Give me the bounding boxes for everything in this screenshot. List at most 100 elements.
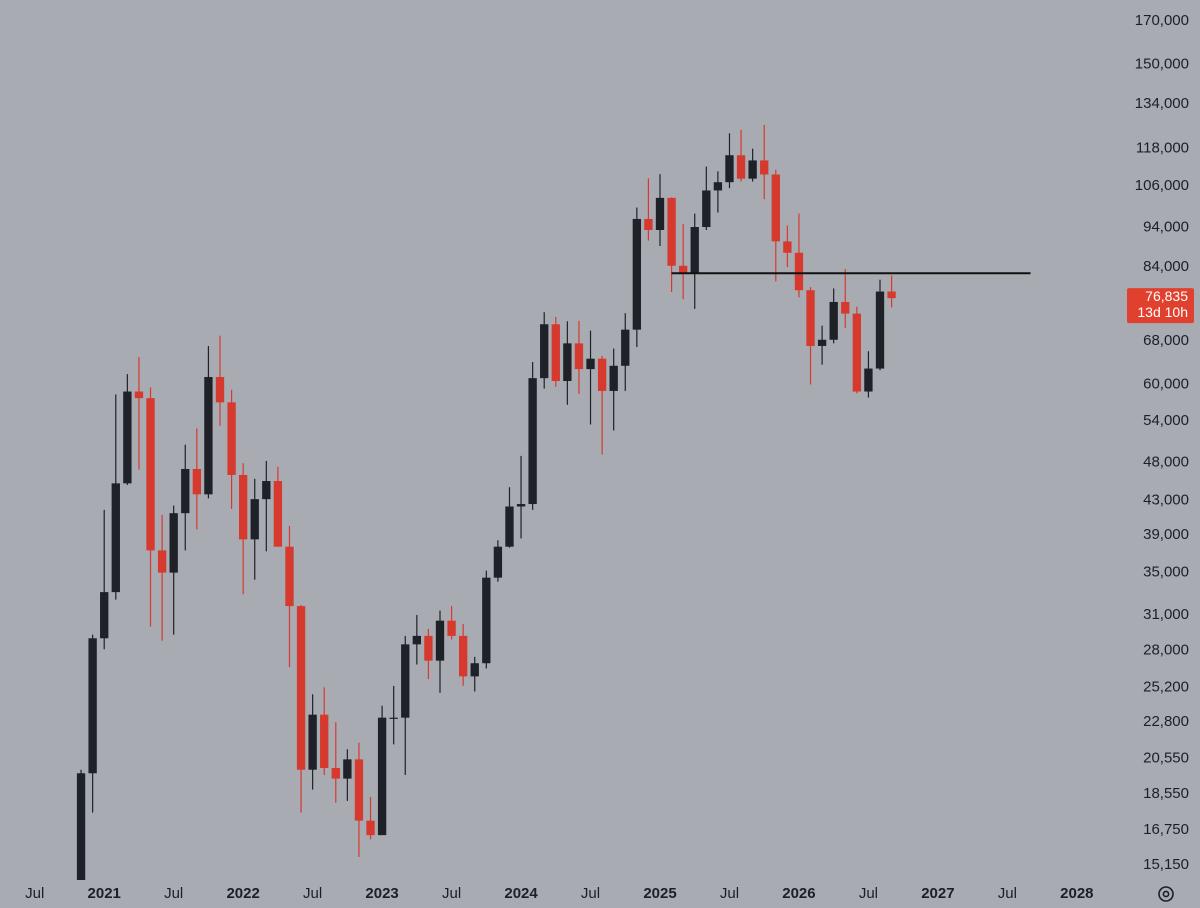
gear-ring (1158, 886, 1174, 902)
x-tick-label: Jul (581, 885, 600, 902)
y-tick-label: 16,750 (1143, 821, 1189, 838)
y-tick-label: 84,000 (1143, 258, 1189, 275)
y-tick-label: 170,000 (1135, 12, 1189, 29)
candle-body (366, 820, 375, 836)
candle-body (563, 343, 572, 382)
candle-body (678, 265, 688, 274)
candle-body (424, 635, 433, 661)
candle-body (123, 391, 132, 484)
candle-body (713, 182, 723, 191)
price-tag-label: 76,835 (1145, 288, 1188, 304)
candle-body (401, 644, 410, 718)
y-tick-label: 118,000 (1136, 139, 1189, 156)
settings-icon[interactable] (1158, 886, 1174, 902)
x-tick-label: 2024 (504, 885, 538, 902)
candle-body (88, 638, 97, 774)
y-tick-label: 35,000 (1143, 564, 1189, 581)
plot-area (76, 124, 1031, 880)
x-tick-label: 2022 (226, 885, 259, 902)
candle-body (505, 506, 514, 547)
y-tick-label: 39,000 (1143, 526, 1189, 543)
candle-body (621, 329, 630, 366)
candle-body (632, 218, 642, 330)
y-tick-label: 22,800 (1143, 713, 1189, 730)
candle-body (204, 376, 213, 495)
x-tick-label: Jul (442, 885, 461, 902)
y-tick-label: 25,200 (1143, 678, 1189, 695)
candle-body (516, 504, 526, 507)
y-tick-label: 60,000 (1143, 375, 1189, 392)
candle-body (644, 218, 653, 230)
candle-body (528, 378, 537, 505)
candle-body (887, 291, 896, 299)
candle-body (482, 577, 491, 664)
candle-body (736, 155, 746, 179)
candle-body (817, 339, 827, 346)
candle-body (771, 174, 780, 242)
candle-body (389, 717, 398, 719)
candle-body (262, 481, 271, 500)
candle-body (852, 313, 862, 392)
y-tick-label: 28,000 (1143, 641, 1189, 658)
candle-body (273, 481, 283, 547)
x-tick-label: 2023 (365, 885, 398, 902)
candle-body (377, 717, 387, 836)
candle-body (470, 663, 479, 677)
x-tick-label: Jul (25, 885, 44, 902)
candle-body (875, 291, 885, 369)
x-tick-label: Jul (998, 885, 1017, 902)
candle-body (412, 635, 422, 645)
x-tick-label: 2025 (643, 885, 676, 902)
candle-body (192, 468, 202, 495)
y-tick-label: 106,000 (1135, 177, 1189, 194)
y-tick-label: 18,550 (1143, 785, 1189, 802)
candle-body (76, 773, 86, 880)
candle-body (783, 241, 792, 253)
y-tick-label: 94,000 (1143, 219, 1189, 236)
candle-body (586, 358, 595, 370)
candle-body (760, 160, 769, 175)
candle-body (574, 343, 584, 370)
candle-body (146, 398, 155, 551)
candle-body (841, 301, 850, 314)
candle-body (864, 368, 873, 392)
y-tick-label: 43,000 (1143, 492, 1189, 509)
candle-body (308, 714, 317, 770)
candle-body (134, 391, 144, 399)
candle-body (343, 759, 352, 779)
candle-body (609, 365, 618, 391)
axes: 170,000 150,000 134,000 118,000 106,000 94,00… (25, 12, 1194, 902)
y-tick-label: 54,000 (1143, 412, 1189, 429)
candle-body (250, 499, 259, 540)
y-tick-label: 68,000 (1143, 332, 1189, 349)
candle-body (702, 190, 711, 228)
candle-body (655, 197, 665, 230)
candle-body (111, 483, 120, 593)
candle-body (181, 468, 190, 514)
gear-center (1162, 890, 1170, 898)
y-tick-label: 15,150 (1143, 856, 1189, 873)
y-tick-label: 48,000 (1143, 453, 1189, 470)
candle-body (435, 620, 445, 661)
candle-body (493, 546, 503, 578)
candle-body (667, 197, 676, 266)
candle-body (238, 474, 248, 540)
y-tick-label: 134,000 (1135, 95, 1189, 112)
x-tick-label: 2026 (782, 885, 815, 902)
price-tag-countdown: 13d 10h (1137, 304, 1188, 320)
candle-body (215, 376, 225, 403)
candle-body (794, 252, 804, 291)
candle-body (806, 290, 815, 346)
candle-body (551, 324, 560, 382)
candle-body (285, 546, 294, 607)
candle-body (354, 759, 364, 821)
candle-body (320, 714, 329, 768)
price-tag (1127, 288, 1194, 324)
candle-body (447, 620, 456, 636)
x-tick-label: 2021 (88, 885, 121, 902)
x-tick-label: 2028 (1060, 885, 1093, 902)
candle-body (725, 155, 734, 183)
y-tick-label: 31,000 (1143, 606, 1189, 623)
x-tick-label: Jul (303, 885, 322, 902)
candle-body (597, 358, 607, 391)
